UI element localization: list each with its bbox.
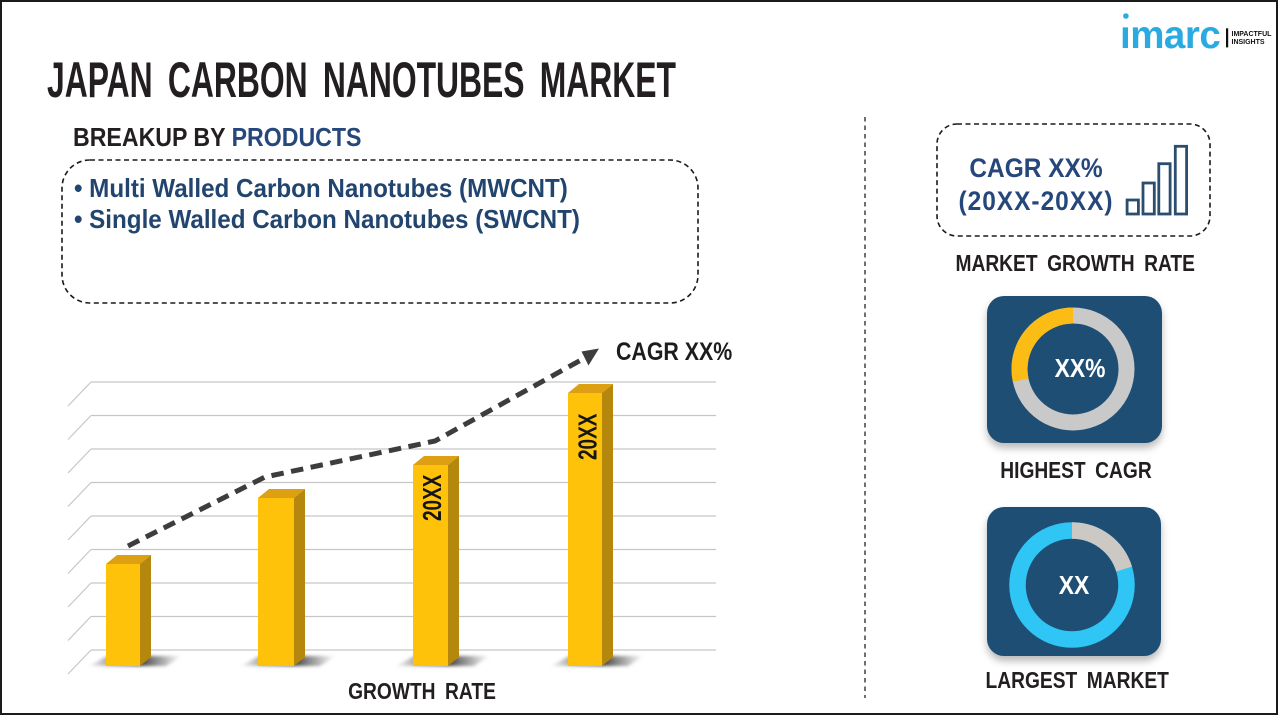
svg-text:20XX: 20XX bbox=[573, 414, 603, 460]
svg-text:ımarc: ımarc bbox=[1120, 14, 1220, 53]
svg-text:INSIGHTS: INSIGHTS bbox=[1232, 39, 1265, 46]
svg-text:IMPACTFUL: IMPACTFUL bbox=[1232, 31, 1273, 38]
svg-text:20XX: 20XX bbox=[417, 475, 447, 521]
